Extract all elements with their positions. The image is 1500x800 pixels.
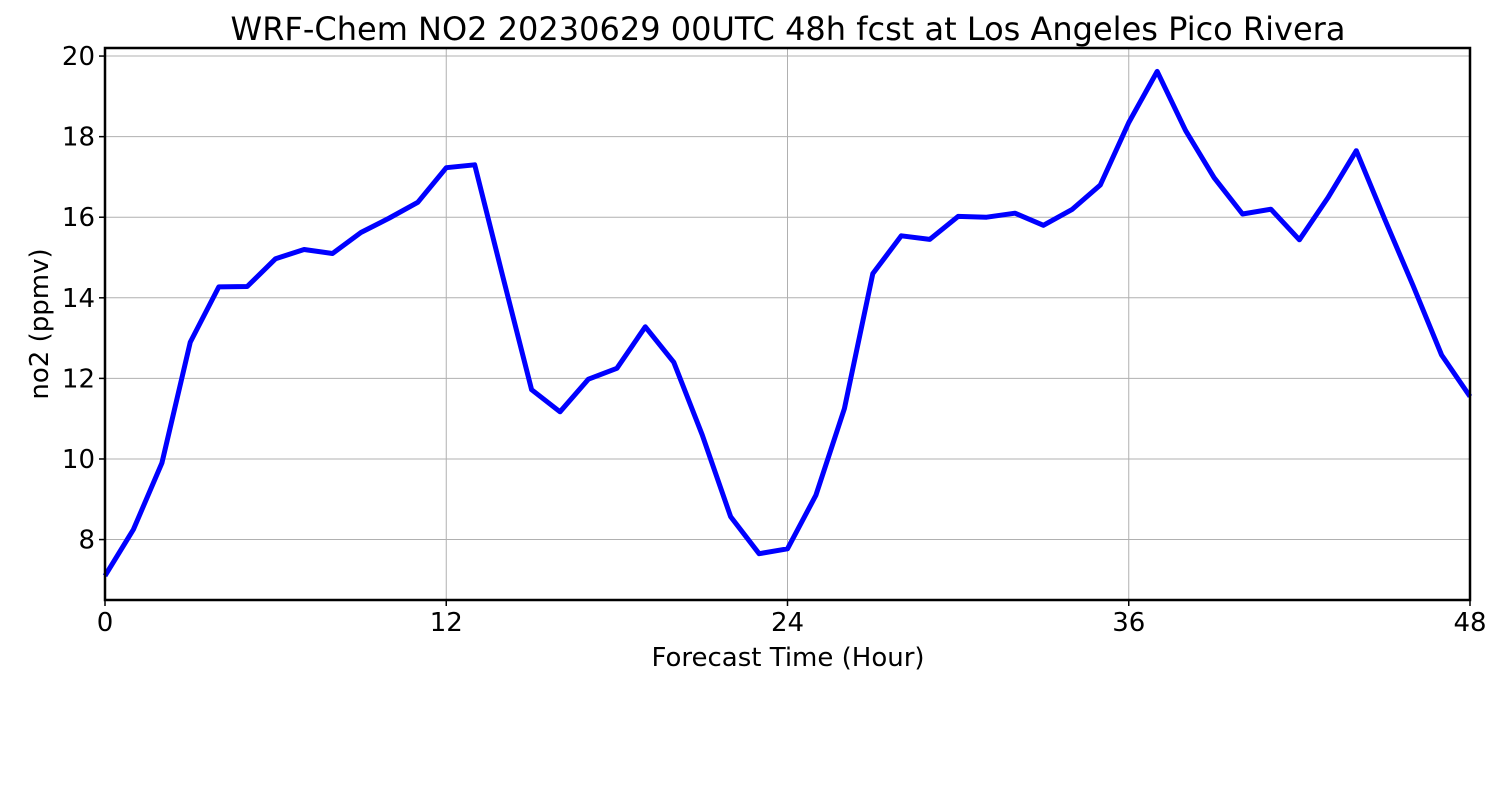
y-tick-label: 18	[62, 123, 95, 153]
plot-frame	[103, 46, 1472, 602]
y-tick-label: 12	[62, 364, 95, 394]
y-tick-label: 20	[62, 42, 95, 72]
no2-series-line	[102, 68, 1473, 578]
y-axis-label: no2 (ppmv)	[25, 248, 55, 399]
x-tick-label: 24	[771, 608, 804, 638]
y-tick-label: 8	[78, 526, 95, 556]
axis-ticks: 0 12 24 36 48 8 10 12 14 16 18 20	[62, 42, 1487, 638]
x-tick-label: 36	[1112, 608, 1145, 638]
y-tick-label: 14	[62, 284, 95, 314]
grid-lines	[104, 48, 1471, 600]
x-axis-label: Forecast Time (Hour)	[651, 643, 924, 673]
x-tick-label: 48	[1453, 608, 1486, 638]
x-tick-label: 12	[430, 608, 463, 638]
chart-title: WRF-Chem NO2 20230629 00UTC 48h fcst at …	[231, 10, 1346, 48]
y-tick-label: 10	[62, 445, 95, 475]
y-tick-label: 16	[62, 203, 95, 233]
x-tick-label: 0	[97, 608, 114, 638]
